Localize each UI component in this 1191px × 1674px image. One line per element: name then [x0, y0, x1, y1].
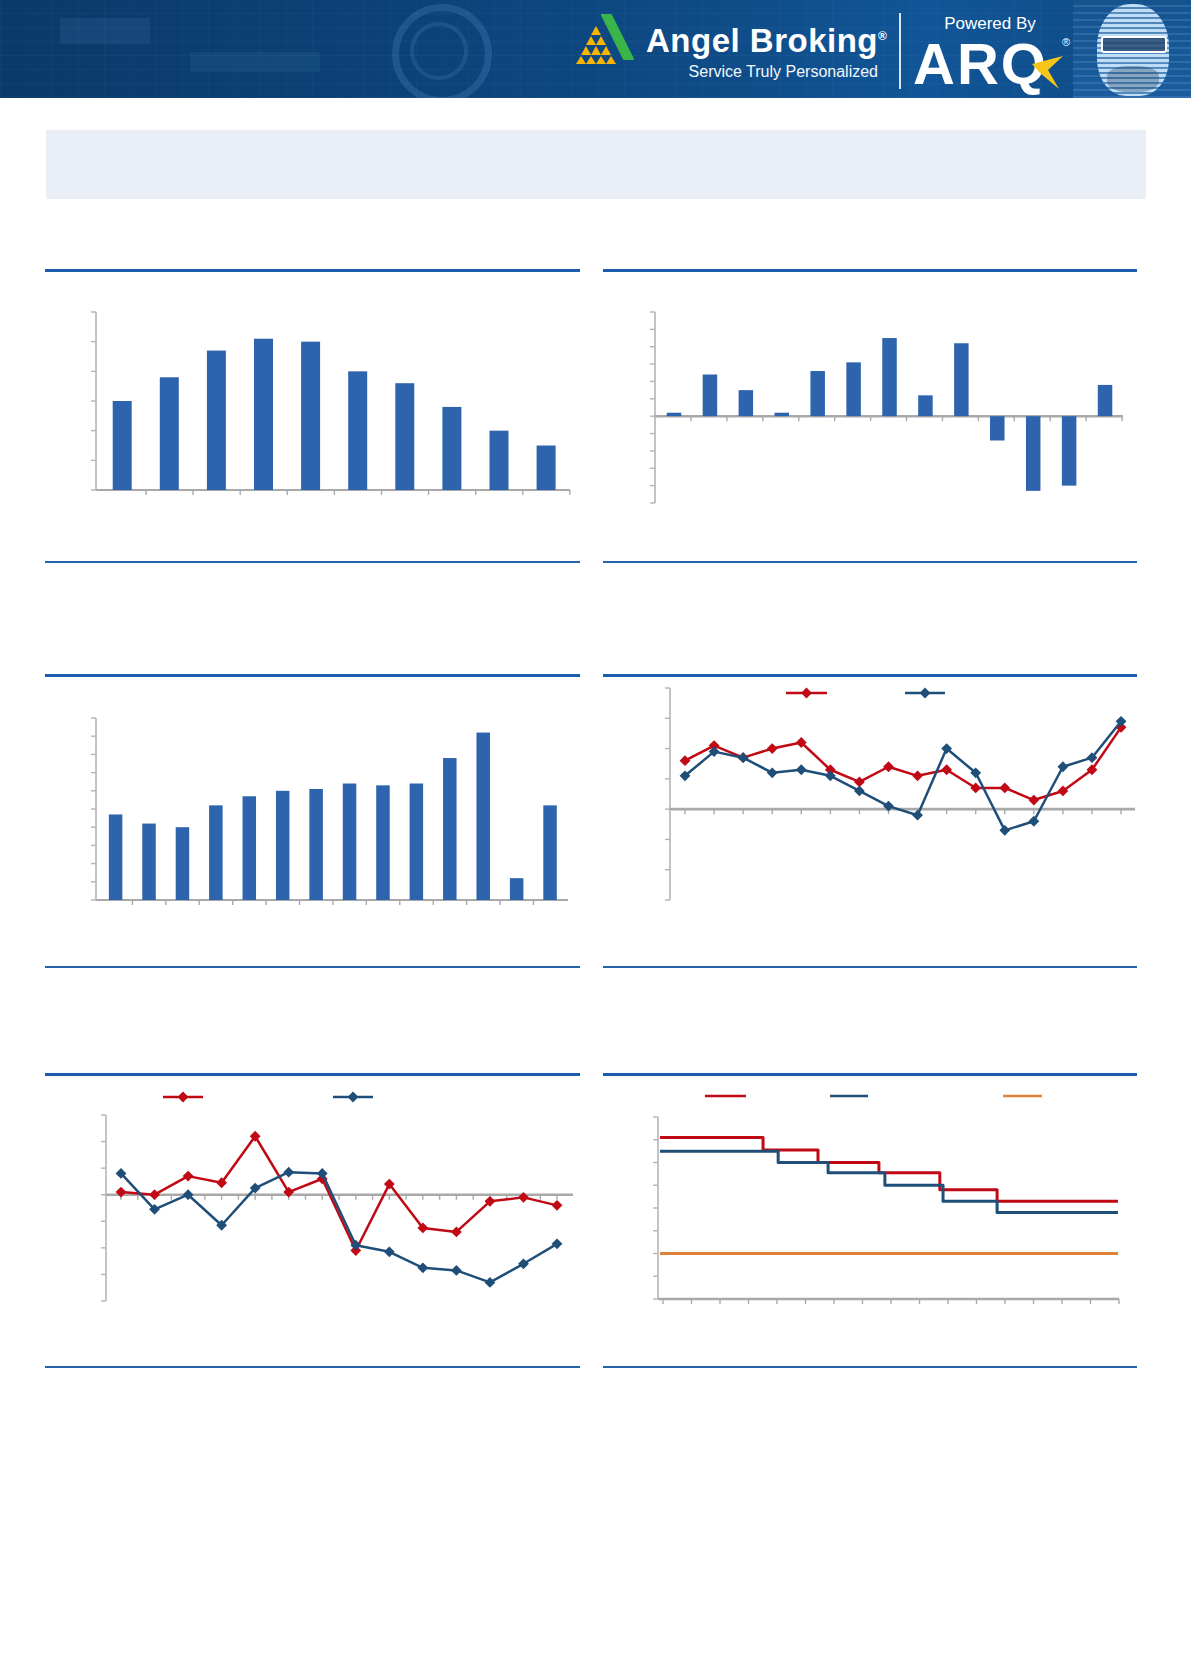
angel-broking-logo: [576, 14, 634, 64]
header-divider: [899, 13, 901, 89]
brand-name: Angel Broking®: [646, 22, 896, 60]
section-source-rule: [45, 966, 580, 968]
arq-registered-mark: ®: [1062, 36, 1070, 48]
section-title-rule: [603, 1073, 1137, 1076]
section-source-rule: [45, 561, 580, 563]
report-page: Angel Broking® Service Truly Personalize…: [0, 0, 1191, 1674]
section-title-rule: [603, 674, 1137, 677]
brand-text: Angel Broking: [646, 22, 878, 59]
title-box: [46, 130, 1146, 199]
header-ring-decor-inner: [410, 22, 468, 80]
robot-head-shadow: [1107, 66, 1159, 92]
header-banner: Angel Broking® Service Truly Personalize…: [0, 0, 1191, 98]
line-chart-row2-right: [603, 682, 1140, 963]
line-chart-row3-left: [45, 1080, 580, 1365]
section-title-rule: [45, 1073, 580, 1076]
header-block-decor: [60, 18, 150, 44]
section-source-rule: [603, 1366, 1137, 1368]
section-title-rule: [603, 269, 1137, 272]
section-title-rule: [45, 674, 580, 677]
bar-chart-row1-left: [45, 276, 580, 556]
arq-arrow-icon: [1031, 55, 1067, 91]
bar-chart-row2-left: [45, 682, 580, 963]
brand-registered-mark: ®: [878, 29, 887, 43]
arq-wordmark: ARQ: [913, 30, 1048, 97]
section-title-rule: [45, 269, 580, 272]
robot-glasses: [1101, 36, 1167, 53]
brand-tagline: Service Truly Personalized: [646, 63, 878, 81]
section-source-rule: [603, 561, 1137, 563]
section-source-rule: [603, 966, 1137, 968]
header-block-decor: [190, 52, 320, 72]
bar-chart-row1-right: [603, 276, 1140, 556]
step-chart-row3-right: [603, 1080, 1140, 1365]
ai-head-graphic: [1073, 0, 1191, 98]
section-source-rule: [45, 1366, 580, 1368]
